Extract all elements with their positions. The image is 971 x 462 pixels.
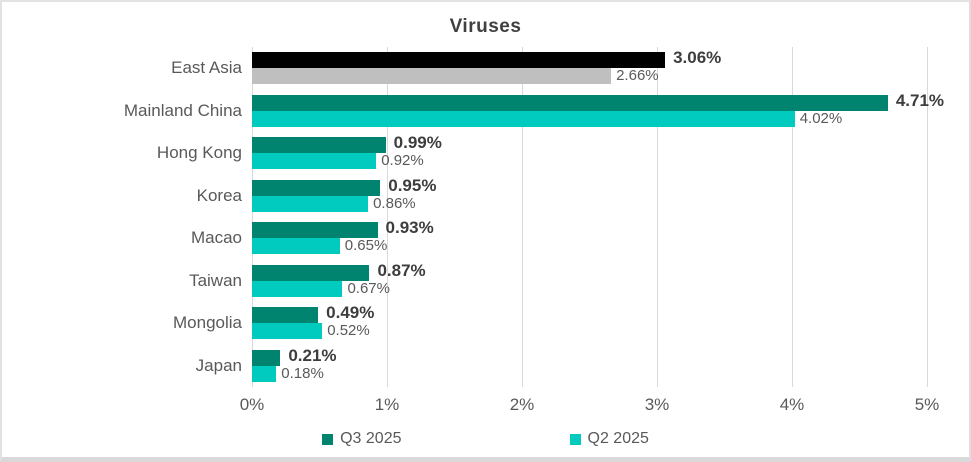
- x-tick-label: 1%: [374, 395, 400, 414]
- gridline: [387, 47, 388, 387]
- bar-q2-2025: [252, 238, 340, 255]
- x-tick-label: 0%: [239, 395, 265, 414]
- bar-q2-2025: [252, 365, 277, 382]
- legend-swatch-icon: [322, 433, 334, 445]
- gridline: [522, 47, 523, 387]
- value-label: 0.21%: [288, 345, 337, 365]
- legend-label: Q3 2025: [340, 430, 402, 447]
- legend-label: Q2 2025: [587, 430, 649, 447]
- value-label: 0.87%: [377, 260, 426, 280]
- bar-q3-2025: [252, 349, 281, 366]
- bar-q3-2025: [252, 264, 370, 281]
- bar-q3-2025: [252, 222, 378, 239]
- chart-title: Viruses: [449, 16, 522, 37]
- bar-q3-2025: [252, 307, 319, 324]
- bar-q2-2025: [252, 280, 343, 297]
- value-label: 2.66%: [616, 67, 659, 85]
- bar-q3-2025: [252, 52, 666, 69]
- legend-swatch-icon: [569, 433, 581, 445]
- category-label: Mainland China: [123, 100, 242, 120]
- category-label: East Asia: [171, 58, 242, 78]
- gridline: [927, 47, 928, 387]
- value-label: 0.93%: [385, 218, 434, 238]
- bar-q2-2025: [252, 195, 369, 212]
- gridline: [252, 47, 253, 387]
- legend: Q3 2025 Q2 2025: [2, 430, 969, 448]
- value-label: 0.92%: [381, 152, 424, 170]
- bar-q2-2025: [252, 110, 795, 127]
- value-label: 0.18%: [281, 364, 324, 382]
- value-label: 0.86%: [373, 194, 416, 212]
- bar-q3-2025: [252, 179, 381, 196]
- plot-area: 3.06% 2.66% 4.71% 4.02% 0.99% 0.92% 0.95% 0.86%…: [252, 47, 944, 387]
- value-label: 4.71%: [895, 90, 945, 110]
- value-label: 0.95%: [388, 175, 437, 195]
- gridline: [792, 47, 793, 387]
- bar-q3-2025: [252, 94, 888, 111]
- value-label: 4.02%: [799, 109, 843, 127]
- gridline: [657, 47, 658, 387]
- category-label: Macao: [190, 228, 242, 248]
- category-label: Hong Kong: [156, 143, 242, 163]
- x-tick-label: 4%: [779, 395, 805, 414]
- bar-q2-2025: [252, 153, 377, 170]
- value-label: 0.52%: [327, 322, 370, 340]
- bar-q2-2025: [252, 323, 323, 340]
- bar-q2-2025: [252, 68, 612, 85]
- value-label: 0.65%: [344, 237, 388, 255]
- bar-q3-2025: [252, 137, 386, 154]
- category-label: Korea: [196, 185, 242, 205]
- legend-item-q2-2025: Q2 2025: [569, 430, 649, 448]
- legend-item-q3-2025: Q3 2025: [322, 430, 402, 448]
- category-label: Taiwan: [189, 270, 242, 290]
- x-tick-label: 3%: [644, 395, 670, 414]
- value-label: 0.67%: [347, 279, 390, 297]
- value-label: 0.49%: [326, 303, 375, 323]
- value-label: 3.06%: [673, 48, 722, 68]
- category-label: Mongolia: [173, 313, 242, 333]
- category-label: Japan: [195, 355, 242, 375]
- x-tick-label: 2%: [509, 395, 535, 414]
- x-tick-label: 5%: [914, 395, 940, 414]
- value-label: 0.99%: [393, 133, 442, 153]
